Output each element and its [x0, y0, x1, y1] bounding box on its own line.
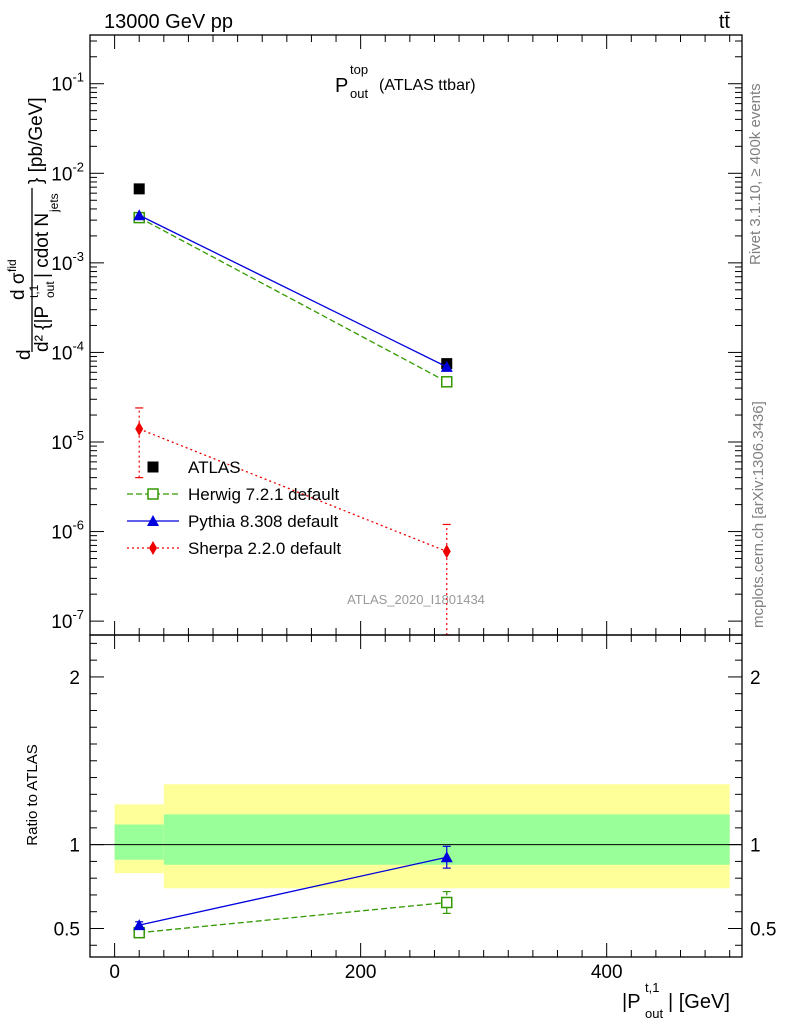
data-point-pythia: [440, 360, 453, 372]
x-axis-label: |P t,1 out | [GeV]: [622, 980, 730, 1021]
ratio-point-herwig: [441, 896, 453, 909]
series-line-sherpa: [138, 428, 447, 553]
series-line-pythia: [138, 214, 448, 368]
data-point-herwig: [441, 376, 453, 388]
y-tick-label: 10-4: [51, 338, 84, 364]
ratio-y-tick-label: 2: [750, 668, 761, 689]
energy-label: 13000 GeV pp: [104, 11, 233, 33]
rivet-label: Rivet 3.1.10, ≥ 400k events: [747, 83, 764, 265]
legend-label-atlas: ATLAS: [188, 458, 241, 477]
x-tick-label: 400: [591, 962, 623, 983]
legend-marker-sherpa: [149, 541, 157, 555]
svg-text:d σ: d σ: [8, 272, 29, 300]
svg-text:d² {|P: d² {|P: [32, 306, 53, 352]
y-tick-label: 10-3: [51, 249, 84, 275]
title-sub: out: [350, 86, 368, 101]
ratio-line-herwig: [139, 901, 447, 934]
title-sup: top: [350, 62, 368, 77]
svg-text:d: d: [14, 349, 35, 360]
svg-text:| cdot N: | cdot N: [32, 213, 53, 278]
svg-text:out: out: [645, 1006, 663, 1021]
ratio-point-pythia: [133, 919, 146, 931]
x-tick-label: 0: [109, 962, 120, 983]
svg-text:out: out: [43, 281, 57, 298]
svg-text:jets: jets: [47, 193, 61, 213]
ratio-y-tick-label: 1: [69, 836, 80, 857]
x-tick-label: 200: [345, 962, 377, 983]
ratio-panel: 0 200 400 0.5 0.5 1 1 2 2: [54, 634, 776, 983]
data-point-sherpa: [135, 421, 144, 436]
ratio-y-tick-label: 2: [69, 668, 80, 689]
y-tick-label: 10-5: [51, 428, 84, 454]
svg-text:|P: |P: [622, 991, 641, 1013]
data-point-atlas: [133, 183, 145, 195]
legend-marker-atlas: [147, 461, 159, 473]
svg-text:t,1: t,1: [645, 980, 659, 995]
process-label: tt̄: [719, 11, 731, 33]
ratio-point-pythia: [440, 851, 453, 863]
svg-text:t,1: t,1: [27, 284, 41, 298]
data-point-pythia: [133, 209, 146, 221]
ratio-y-tick-label: 0.5: [750, 919, 776, 940]
y-tick-label: 10-1: [51, 70, 84, 96]
y-axis-label-ratio: Ratio to ATLAS: [24, 744, 41, 845]
y-tick-label: 10-2: [51, 159, 84, 185]
legend-marker-pythia: [147, 515, 159, 526]
ratio-frame: [89, 634, 743, 958]
plot-title: P top out (ATLAS ttbar): [335, 62, 476, 101]
analysis-watermark: ATLAS_2020_I1801434: [347, 592, 485, 607]
legend-label-pythia: Pythia 8.308 default: [188, 512, 339, 531]
legend-marker-herwig: [147, 488, 159, 500]
y-tick-label: 10-6: [51, 518, 84, 544]
uncertainty-band-green: [114, 824, 164, 860]
data-point-sherpa: [442, 544, 451, 559]
y-axis-label-main: d d² {|P t,1 out | cdot N jets } [pb/GeV…: [5, 97, 61, 360]
ratio-y-tick-label: 0.5: [54, 919, 80, 940]
legend-label-herwig: Herwig 7.2.1 default: [188, 485, 339, 504]
title-rest: (ATLAS ttbar): [379, 77, 476, 94]
series-line-herwig: [138, 217, 448, 383]
svg-text:} [pb/GeV]: } [pb/GeV]: [26, 97, 47, 184]
title-main: P: [335, 75, 348, 97]
y-tick-label: 10-7: [51, 607, 84, 633]
mcplots-label: mcplots.cern.ch [arXiv:1306.3436]: [750, 401, 767, 628]
legend-label-sherpa: Sherpa 2.2.0 default: [188, 539, 341, 558]
ratio-y-tick-label: 1: [750, 836, 761, 857]
main-panel: 10-7 10-6 10-5 10-4 10-3 10-2 10-1 ATLAS Herwig …: [51, 34, 743, 636]
svg-text:fid: fid: [5, 259, 19, 272]
ratio-line-pythia: [139, 856, 447, 926]
svg-text:| [GeV]: | [GeV]: [668, 991, 730, 1013]
